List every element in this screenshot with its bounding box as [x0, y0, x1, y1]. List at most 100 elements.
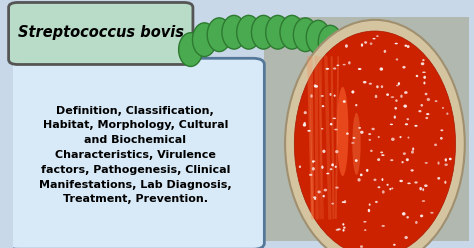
Ellipse shape — [422, 71, 426, 73]
Ellipse shape — [393, 244, 396, 246]
Ellipse shape — [444, 163, 448, 166]
Ellipse shape — [342, 229, 345, 232]
Ellipse shape — [389, 188, 391, 190]
Ellipse shape — [312, 167, 315, 171]
Ellipse shape — [374, 179, 376, 181]
Ellipse shape — [422, 200, 425, 202]
Ellipse shape — [425, 93, 428, 95]
Ellipse shape — [318, 25, 342, 59]
Ellipse shape — [376, 85, 379, 88]
Ellipse shape — [382, 190, 385, 194]
Ellipse shape — [406, 216, 409, 218]
Ellipse shape — [415, 221, 418, 224]
Ellipse shape — [321, 128, 323, 129]
Ellipse shape — [358, 127, 361, 129]
Ellipse shape — [310, 94, 313, 98]
Ellipse shape — [345, 44, 348, 48]
Ellipse shape — [312, 161, 314, 163]
Ellipse shape — [357, 178, 361, 182]
Ellipse shape — [381, 154, 384, 156]
Ellipse shape — [351, 142, 355, 144]
Ellipse shape — [329, 30, 353, 64]
Ellipse shape — [446, 113, 448, 115]
Ellipse shape — [434, 144, 437, 146]
Ellipse shape — [322, 105, 324, 107]
Ellipse shape — [426, 113, 429, 115]
Ellipse shape — [396, 85, 399, 86]
Ellipse shape — [378, 136, 380, 138]
Ellipse shape — [237, 15, 261, 49]
Ellipse shape — [404, 45, 407, 47]
Ellipse shape — [383, 50, 386, 53]
Ellipse shape — [364, 41, 367, 44]
Ellipse shape — [398, 82, 400, 85]
Ellipse shape — [343, 227, 346, 229]
Ellipse shape — [418, 110, 421, 112]
Ellipse shape — [314, 198, 316, 200]
Ellipse shape — [312, 160, 315, 162]
Ellipse shape — [408, 136, 410, 139]
Ellipse shape — [444, 181, 447, 184]
Ellipse shape — [351, 90, 355, 93]
Ellipse shape — [330, 168, 332, 170]
Ellipse shape — [334, 94, 336, 97]
Ellipse shape — [422, 188, 424, 191]
Ellipse shape — [382, 225, 385, 227]
Ellipse shape — [344, 200, 346, 203]
Ellipse shape — [266, 15, 290, 49]
Ellipse shape — [422, 59, 425, 61]
Ellipse shape — [402, 66, 406, 68]
Ellipse shape — [370, 150, 373, 152]
Ellipse shape — [358, 68, 362, 70]
Ellipse shape — [364, 229, 366, 231]
Ellipse shape — [399, 180, 403, 182]
Ellipse shape — [412, 147, 414, 151]
Ellipse shape — [430, 212, 434, 214]
Ellipse shape — [427, 98, 430, 101]
Ellipse shape — [391, 96, 394, 98]
Ellipse shape — [322, 195, 325, 197]
Ellipse shape — [396, 58, 398, 61]
FancyBboxPatch shape — [9, 2, 193, 64]
Ellipse shape — [330, 123, 332, 125]
Ellipse shape — [376, 35, 379, 37]
Ellipse shape — [363, 221, 366, 223]
Ellipse shape — [377, 158, 380, 161]
Ellipse shape — [366, 169, 368, 172]
Ellipse shape — [331, 163, 334, 166]
Ellipse shape — [391, 187, 393, 189]
Ellipse shape — [355, 159, 358, 162]
Ellipse shape — [346, 132, 349, 135]
Ellipse shape — [421, 62, 424, 65]
Ellipse shape — [360, 131, 364, 134]
Ellipse shape — [331, 203, 334, 205]
Ellipse shape — [375, 201, 378, 203]
Ellipse shape — [386, 93, 389, 96]
Ellipse shape — [343, 64, 346, 65]
Ellipse shape — [314, 84, 316, 88]
Ellipse shape — [303, 123, 306, 127]
Ellipse shape — [438, 161, 439, 165]
Ellipse shape — [369, 83, 372, 85]
Ellipse shape — [251, 15, 275, 49]
FancyBboxPatch shape — [264, 17, 469, 241]
Ellipse shape — [304, 111, 307, 114]
Ellipse shape — [360, 245, 363, 248]
Ellipse shape — [369, 139, 371, 141]
Ellipse shape — [306, 20, 330, 54]
Ellipse shape — [423, 82, 426, 85]
Ellipse shape — [342, 201, 345, 203]
Ellipse shape — [314, 85, 318, 88]
Ellipse shape — [403, 152, 406, 155]
Ellipse shape — [435, 100, 438, 102]
Ellipse shape — [405, 123, 408, 125]
Ellipse shape — [424, 184, 428, 187]
Ellipse shape — [425, 117, 428, 119]
Ellipse shape — [334, 129, 337, 130]
Text: Streptococcus bovis: Streptococcus bovis — [18, 25, 184, 40]
Ellipse shape — [380, 152, 383, 153]
Ellipse shape — [293, 18, 317, 52]
Ellipse shape — [329, 93, 332, 96]
Ellipse shape — [368, 133, 371, 135]
Ellipse shape — [449, 158, 452, 160]
